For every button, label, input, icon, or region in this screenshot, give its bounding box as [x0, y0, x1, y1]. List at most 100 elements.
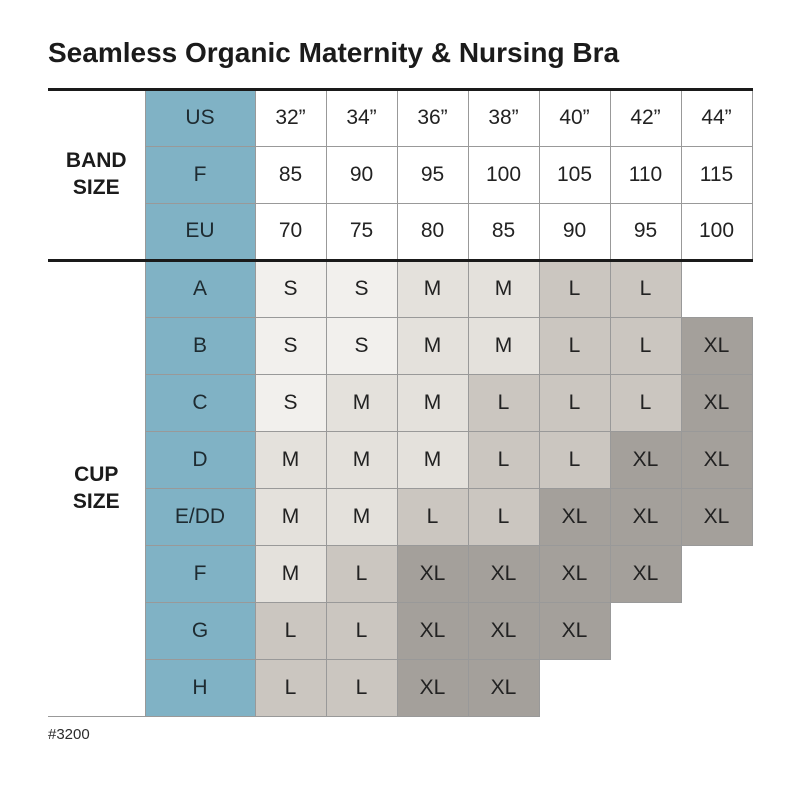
empty-cell [610, 602, 681, 660]
size-cell: L [538, 316, 611, 375]
empty-cell [681, 602, 752, 660]
size-cell: XL [680, 487, 753, 546]
size-cell: 85 [467, 202, 540, 262]
size-cell: M [254, 544, 327, 603]
size-cell: L [538, 259, 611, 318]
table-row-cup-size-edd: E/DD M M L L XL XL XL [48, 487, 753, 546]
size-cell: L [325, 658, 398, 717]
size-cell: L [538, 373, 611, 432]
size-cell: 115 [680, 145, 753, 204]
size-cell: XL [609, 487, 682, 546]
size-cell: 100 [467, 145, 540, 204]
size-cell: 90 [538, 202, 611, 262]
table-row-cup-size-f: F M L XL XL XL XL [48, 544, 752, 603]
table-row-cup-size-g: G L L XL XL XL [48, 601, 752, 660]
row-header-cup-size-f: F [144, 544, 256, 603]
size-cell: M [396, 259, 469, 318]
size-cell: 90 [325, 145, 398, 204]
size-chart-page: Seamless Organic Maternity & Nursing Bra… [48, 37, 753, 743]
size-cell: L [609, 259, 682, 318]
size-cell: M [467, 259, 540, 318]
size-cell: S [325, 259, 398, 318]
size-cell: 32” [254, 88, 327, 147]
size-cell: L [538, 430, 611, 489]
size-cell: 100 [680, 202, 753, 262]
size-cell: L [325, 544, 398, 603]
size-cell: 40” [538, 88, 611, 147]
page-title: Seamless Organic Maternity & Nursing Bra [48, 37, 620, 68]
size-cell: XL [467, 601, 540, 660]
size-cell: 80 [396, 202, 469, 262]
size-cell: L [254, 601, 327, 660]
size-table-body: BAND SIZE US 32” 34” 36” 38” 40” 42” 44” F 85 90 95 10… [48, 88, 753, 717]
row-header-cup-size-c: C [144, 373, 256, 432]
size-cell: M [254, 487, 327, 546]
size-cell: 44” [680, 88, 753, 147]
size-cell: L [467, 430, 540, 489]
size-cell: M [325, 373, 398, 432]
table-row-band-size-eu: EU 70 75 80 85 90 95 100 [48, 202, 753, 262]
table-row-cup-size-b: B S S M M L L XL [48, 316, 753, 375]
row-header-band-size-f: F [144, 145, 256, 204]
section-label-cup-size: CUP SIZE [48, 260, 145, 717]
row-header-cup-size-edd: E/DD [144, 487, 256, 546]
empty-cell [681, 545, 752, 603]
table-row-cup-size-h: H L L XL XL [48, 658, 752, 717]
row-header-band-size-us: US [144, 88, 256, 147]
size-cell: XL [467, 658, 540, 717]
size-cell: S [254, 373, 327, 432]
empty-cell [681, 260, 752, 318]
size-cell: XL [680, 316, 753, 375]
section-label-band-size: BAND SIZE [48, 89, 145, 262]
table-row-cup-size-d: D M M M L L XL XL [48, 430, 753, 489]
size-cell: XL [680, 430, 753, 489]
size-cell: 85 [254, 145, 327, 204]
size-cell: XL [609, 544, 682, 603]
size-cell: XL [680, 373, 753, 432]
size-cell: XL [538, 487, 611, 546]
table-row-band-size-f: F 85 90 95 100 105 110 115 [48, 145, 753, 204]
size-cell: L [325, 601, 398, 660]
size-cell: L [467, 487, 540, 546]
size-cell: 105 [538, 145, 611, 204]
row-header-cup-size-a: A [144, 259, 256, 318]
size-cell: M [254, 430, 327, 489]
empty-cell [610, 659, 681, 717]
size-cell: L [609, 373, 682, 432]
size-cell: M [325, 487, 398, 546]
size-cell: L [609, 316, 682, 375]
empty-cell [681, 659, 752, 717]
row-header-band-size-eu: EU [144, 202, 256, 262]
row-header-cup-size-d: D [144, 430, 256, 489]
size-cell: M [325, 430, 398, 489]
size-chart-table: BAND SIZE US 32” 34” 36” 38” 40” 42” 44” F 85 90 95 10… [48, 87, 753, 717]
row-header-cup-size-h: H [144, 658, 256, 717]
table-row-band-size-us: BAND SIZE US 32” 34” 36” 38” 40” 42” 44” [48, 88, 753, 262]
size-cell: S [254, 316, 327, 375]
size-cell: 34” [325, 88, 398, 147]
size-cell: S [325, 316, 398, 375]
size-cell: 95 [609, 202, 682, 262]
size-cell: XL [396, 601, 469, 660]
table-row-cup-size-a: CUP SIZE A S S M M L L [48, 259, 752, 717]
size-cell: XL [396, 544, 469, 603]
size-cell: M [396, 316, 469, 375]
size-cell: M [396, 373, 469, 432]
size-cell: S [254, 259, 327, 318]
size-cell: XL [609, 430, 682, 489]
product-number: #3200 [48, 725, 90, 743]
row-header-cup-size-g: G [144, 601, 256, 660]
size-cell: 110 [609, 145, 682, 204]
size-cell: XL [467, 544, 540, 603]
size-cell: L [467, 373, 540, 432]
size-cell: M [467, 316, 540, 375]
size-cell: M [396, 430, 469, 489]
table-row-cup-size-c: C S M M L L L XL [48, 373, 753, 432]
size-cell: L [396, 487, 469, 546]
empty-cell [539, 659, 610, 717]
size-cell: 42” [609, 88, 682, 147]
size-cell: 36” [396, 88, 469, 147]
size-cell: XL [538, 544, 611, 603]
row-header-cup-size-b: B [144, 316, 256, 375]
size-cell: 75 [325, 202, 398, 262]
